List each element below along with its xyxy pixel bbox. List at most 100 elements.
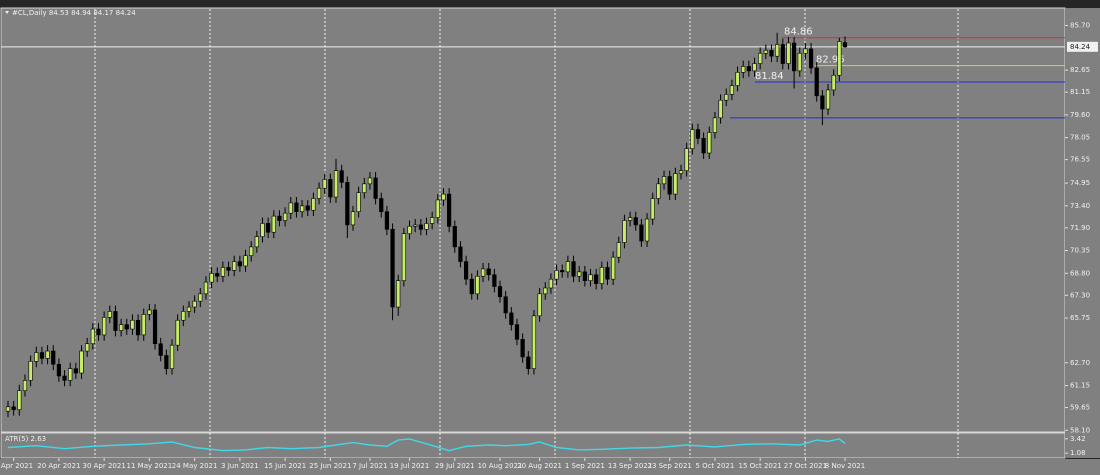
candle-body: [684, 148, 689, 171]
x-tick-label: 7 Jul 2021: [352, 462, 387, 470]
candle-body: [554, 270, 559, 280]
menu-arrow: [5, 11, 9, 14]
candle-body: [254, 236, 259, 248]
candle-body: [169, 344, 175, 369]
candle-body: [345, 182, 350, 226]
x-tick-label: 19 Jul 2021: [390, 462, 430, 470]
candle-body: [633, 217, 638, 226]
candle-body: [741, 66, 746, 73]
candle-body: [605, 267, 610, 280]
candle-body: [571, 261, 576, 277]
candle-body: [73, 368, 78, 374]
candle-body: [531, 315, 537, 369]
candle-body: [707, 132, 712, 154]
candle-body: [543, 287, 548, 295]
candle-body: [339, 170, 344, 183]
candle-body: [288, 202, 293, 214]
candle-body: [311, 198, 316, 211]
candle-body: [701, 138, 706, 154]
candle-body: [305, 205, 310, 211]
candle-body: [283, 212, 288, 221]
current-price-box: [1067, 41, 1098, 52]
candle-body: [588, 274, 593, 281]
v-grid: [94, 9, 959, 458]
level-label: 82.96: [816, 55, 845, 66]
candle-body: [141, 314, 146, 336]
x-tick-label: 10 Aug 2021: [478, 462, 523, 470]
candle-body: [249, 246, 254, 257]
x-tick-label: 11 May 2021: [127, 462, 173, 470]
current-price-label: 84.24: [1070, 43, 1091, 51]
candle-body: [695, 129, 701, 139]
candle-body: [577, 271, 582, 277]
candle-body: [158, 343, 163, 356]
candle-body: [373, 177, 378, 199]
candle-body: [616, 242, 621, 258]
candle-body: [113, 311, 118, 331]
x-tick-label: 8 Apr 2021: [0, 462, 33, 470]
candle-body: [526, 356, 531, 369]
candle-body: [447, 193, 452, 227]
candle-body: [243, 255, 248, 267]
x-tick-label: 8 Nov 2021: [825, 462, 865, 470]
candle-body: [17, 390, 22, 411]
atr-panel: [0, 432, 1066, 459]
candle-body: [611, 256, 616, 280]
x-tick-label: 25 Jun 2021: [309, 462, 351, 470]
candle-body: [68, 368, 73, 381]
candle-body: [350, 211, 356, 226]
candle-body: [537, 293, 542, 317]
candle-body: [769, 50, 774, 57]
candle-body: [837, 41, 842, 76]
candle-body: [45, 350, 50, 359]
candle-body: [203, 281, 209, 295]
y-tick-label: 74.95: [1070, 179, 1090, 187]
candle-body: [164, 355, 169, 369]
candle-body: [209, 273, 214, 283]
candle-body: [220, 267, 226, 277]
candle-body: [226, 267, 231, 271]
candle-body: [271, 215, 276, 233]
candle-body: [729, 85, 734, 95]
candle-body: [831, 74, 836, 91]
candle-body: [96, 328, 101, 336]
candle-body: [401, 233, 406, 281]
candle-body: [135, 319, 141, 336]
x-tick-label: 23 Sep 2021: [647, 462, 691, 470]
candle-body: [565, 261, 570, 273]
candle-body: [384, 211, 390, 230]
candle-body: [780, 44, 785, 64]
level-label: 84.86: [784, 27, 813, 38]
candle-body: [56, 363, 61, 377]
y-tick-label: 73.40: [1070, 202, 1090, 210]
candle-body: [520, 339, 525, 358]
atr-tick-label: 3.42: [1070, 435, 1086, 443]
candle-body: [486, 268, 491, 276]
y-tick-label: 65.75: [1070, 314, 1090, 322]
candle-body: [130, 319, 135, 330]
candle-body: [627, 217, 633, 221]
atr-line: [7, 438, 846, 452]
candle-body: [107, 311, 112, 318]
candle-body: [39, 352, 45, 359]
candle-body: [497, 286, 503, 298]
y-tick-label: 59.65: [1070, 404, 1090, 412]
candle-body: [786, 42, 791, 64]
y-tick-label: 68.80: [1070, 269, 1090, 277]
candle-body: [514, 324, 520, 340]
atr-label: ATR(5) 2.63: [5, 435, 46, 443]
level-label: 81.84: [755, 71, 784, 82]
candle-body: [5, 406, 11, 412]
atr-tick-label: 1.08: [1070, 449, 1086, 457]
candle-body: [480, 268, 486, 277]
candle-body: [215, 273, 220, 277]
candle-body: [792, 42, 797, 72]
x-tick-label: 15 Oct 2021: [739, 462, 782, 470]
candle-body: [119, 324, 124, 331]
candle-body: [560, 270, 565, 273]
price-axis: [1066, 8, 1100, 458]
candle-body: [712, 117, 718, 133]
candle-body: [622, 220, 627, 243]
candle-body: [492, 274, 497, 287]
